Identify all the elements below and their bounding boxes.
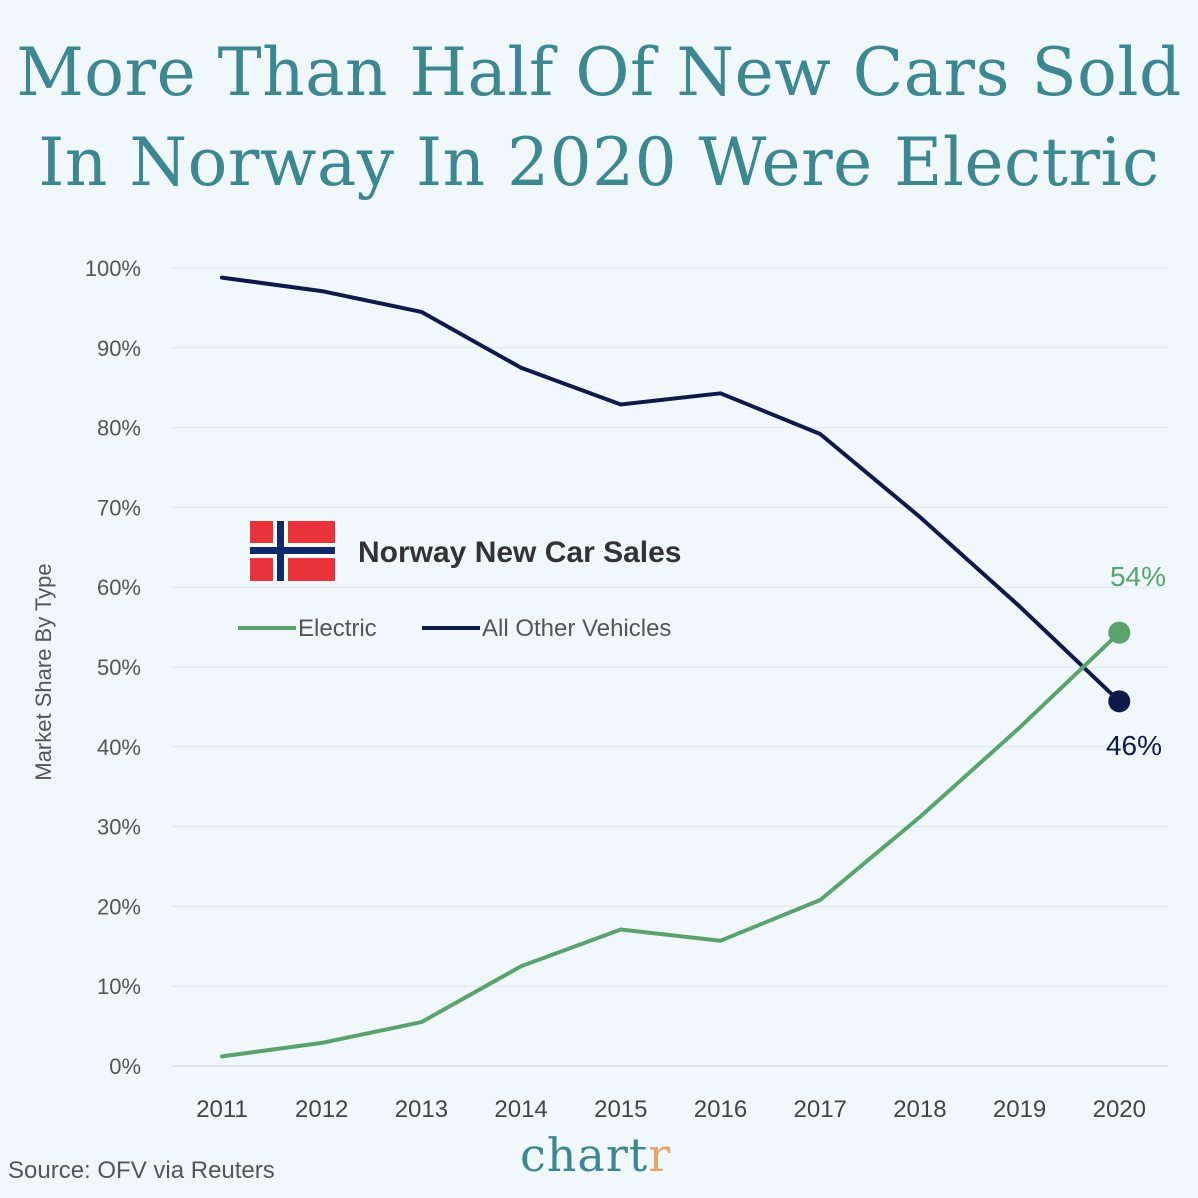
other-end-label: 46% <box>1106 730 1162 761</box>
x-tick-label: 2015 <box>594 1096 647 1123</box>
y-tick-label: 30% <box>97 815 141 840</box>
x-tick-label: 2014 <box>494 1096 547 1123</box>
brand-main: chart <box>520 1128 649 1182</box>
other-end-point <box>1108 690 1131 713</box>
electric-end-label: 54% <box>1110 561 1166 592</box>
title-line-1: More Than Half Of New Cars Sold <box>16 34 1182 111</box>
x-tick-label: 2013 <box>395 1096 448 1123</box>
title-line-2: In Norway In 2020 Were Electric <box>38 124 1160 201</box>
series-electric-line <box>220 630 1122 1059</box>
y-tick-label: 80% <box>97 416 141 441</box>
y-tick-label: 70% <box>97 495 141 520</box>
electric-end-point <box>1108 621 1131 644</box>
y-tick-label: 50% <box>97 655 141 680</box>
legend-title: Norway New Car Sales <box>358 536 681 569</box>
legend: Norway New Car Sales Electric All Other … <box>238 521 681 642</box>
y-tick-label: 40% <box>97 735 141 760</box>
legend-other-label: All Other Vehicles <box>482 615 671 642</box>
x-tick-label: 2019 <box>993 1096 1046 1123</box>
y-tick-label: 10% <box>97 974 141 999</box>
chart-title: More Than Half Of New Cars Sold In Norwa… <box>0 28 1198 208</box>
series-lines <box>220 275 1131 1059</box>
brand-logo: chartr <box>520 1128 671 1182</box>
x-tick-label: 2011 <box>196 1096 248 1123</box>
y-tick-label: 60% <box>97 575 141 600</box>
brand-accent: r <box>648 1128 672 1182</box>
x-tick-label: 2012 <box>295 1096 348 1123</box>
x-tick-labels: 2011 2012 2013 2014 2015 2016 2017 2018 2019 2020 <box>196 1096 1146 1123</box>
x-tick-label: 2016 <box>694 1096 747 1123</box>
y-tick-labels: 0% 10% 20% 30% 40% 50% 60% 70% 80% 90% 100% <box>85 256 141 1079</box>
x-tick-label: 2020 <box>1093 1096 1146 1123</box>
y-tick-label: 20% <box>97 894 141 919</box>
series-other-line <box>220 275 1122 704</box>
x-tick-label: 2017 <box>794 1096 847 1123</box>
source-note: Source: OFV via Reuters <box>8 1157 275 1184</box>
gridlines <box>172 267 1168 1067</box>
y-tick-label: 100% <box>85 256 141 281</box>
y-tick-label: 90% <box>97 336 141 361</box>
norway-flag-icon <box>250 521 335 581</box>
legend-electric-label: Electric <box>298 615 377 642</box>
y-tick-label: 0% <box>109 1054 141 1079</box>
x-tick-label: 2018 <box>893 1096 946 1123</box>
